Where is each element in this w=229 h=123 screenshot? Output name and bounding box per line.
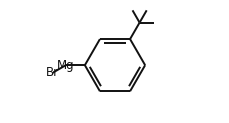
Text: Br: Br <box>46 66 59 79</box>
Text: Mg: Mg <box>57 59 74 72</box>
